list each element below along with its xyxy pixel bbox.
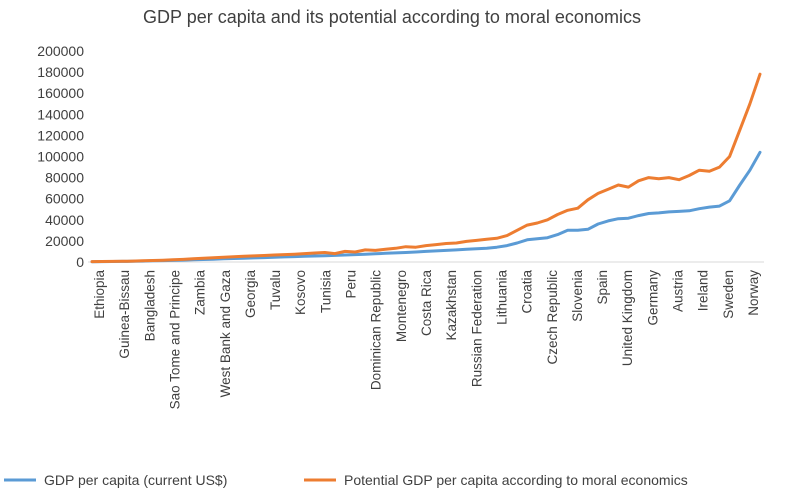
x-tick-label: Zambia <box>193 270 208 316</box>
y-tick-label: 80000 <box>45 170 84 186</box>
x-tick-label: Norway <box>746 270 761 316</box>
y-tick-label: 140000 <box>37 106 84 122</box>
legend-label-gdp-per-capita: GDP per capita (current US$) <box>44 472 227 488</box>
x-tick-label: Spain <box>595 270 610 305</box>
y-tick-label: 180000 <box>37 64 84 80</box>
legend: GDP per capita (current US$) Potential G… <box>4 472 688 488</box>
x-tick-label: Croatia <box>520 270 535 314</box>
x-tick-label: Russian Federation <box>469 270 484 387</box>
x-tick-label: Montenegro <box>394 270 409 342</box>
y-tick-label: 20000 <box>45 233 84 249</box>
y-tick-label: 200000 <box>37 43 84 59</box>
x-tick-label: Dominican Republic <box>369 270 384 390</box>
series-line-potential-gdp <box>90 72 762 264</box>
x-tick-label: Kazakhstan <box>444 270 459 341</box>
x-tick-label: Lithuania <box>494 270 509 325</box>
y-tick-label: 40000 <box>45 212 84 228</box>
x-tick-label: Costa Rica <box>419 270 434 337</box>
x-tick-label: Kosovo <box>293 270 308 315</box>
x-tick-label: United Kingdom <box>620 270 635 366</box>
y-tick-label: 0 <box>76 254 84 270</box>
x-tick-label: Guinea-Bissau <box>117 270 132 359</box>
x-tick-label: Austria <box>671 270 686 313</box>
x-tick-label: Ireland <box>696 270 711 311</box>
x-tick-label: West Bank and Gaza <box>218 270 233 398</box>
x-axis: Ethiopia Guinea-Bissau Bangladesh Sao Tome … <box>92 270 761 410</box>
x-tick-label: Georgia <box>243 270 258 319</box>
x-tick-label: Bangladesh <box>142 270 157 341</box>
y-axis: 0 20000 40000 60000 80000 100000 120000 140000 1… <box>37 43 84 270</box>
y-tick-label: 100000 <box>37 149 84 165</box>
x-tick-label: Ethiopia <box>92 270 107 319</box>
x-tick-label: Tunisia <box>318 270 333 314</box>
y-tick-label: 60000 <box>45 191 84 207</box>
x-tick-label: Czech Republic <box>545 270 560 365</box>
x-tick-label: Peru <box>344 270 359 299</box>
y-tick-label: 160000 <box>37 85 84 101</box>
x-tick-label: Tuvalu <box>268 270 283 310</box>
x-tick-label: Sweden <box>721 270 736 319</box>
chart-title: GDP per capita and its potential accordi… <box>143 7 641 27</box>
series-layer <box>90 72 762 264</box>
legend-label-potential-gdp: Potential GDP per capita according to mo… <box>344 472 688 488</box>
x-tick-label: Slovenia <box>570 270 585 322</box>
x-tick-label: Germany <box>645 270 660 326</box>
y-tick-label: 120000 <box>37 127 84 143</box>
x-tick-label: Sao Tome and Principe <box>167 270 182 409</box>
